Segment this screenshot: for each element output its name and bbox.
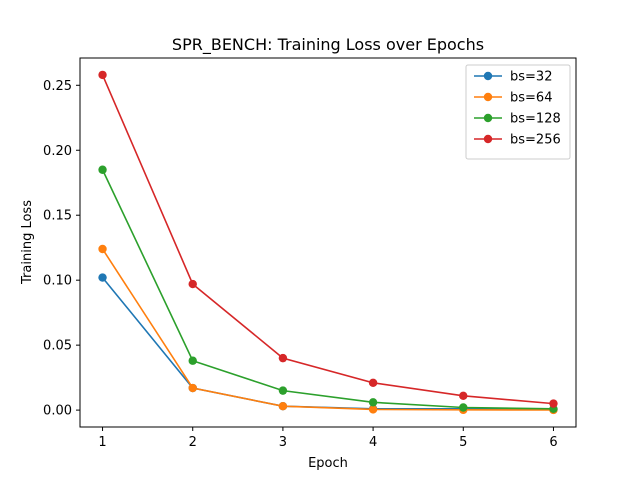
x-tick-label: 3 — [279, 435, 287, 450]
data-point-bs-128 — [278, 386, 288, 395]
data-point-bs-256 — [98, 70, 107, 80]
x-axis-label: Epoch — [308, 456, 348, 471]
axes-frame — [79, 57, 577, 428]
legend-entry-label: bs=32 — [510, 70, 552, 85]
legend-box — [465, 64, 571, 160]
data-point-bs-128 — [188, 356, 197, 365]
data-point-bs-64 — [278, 402, 288, 411]
y-tick-label: 0.20 — [43, 144, 72, 159]
x-tick-label: 1 — [98, 435, 106, 450]
data-point-bs-64 — [188, 383, 197, 393]
y-tick-label: 0.15 — [43, 209, 72, 224]
data-point-bs-128 — [368, 398, 378, 407]
x-tick-label: 4 — [369, 435, 377, 450]
series-line-bs-128 — [101, 169, 554, 410]
data-point-bs-128 — [459, 403, 468, 412]
data-point-bs-64 — [98, 244, 107, 254]
data-point-bs-128 — [98, 165, 107, 174]
legend-swatch-marker — [483, 113, 493, 123]
series-line-bs-256 — [101, 74, 554, 405]
y-tick-label: 0.05 — [43, 339, 72, 354]
data-point-bs-256 — [188, 279, 197, 289]
x-tick-label: 5 — [459, 435, 467, 450]
legend-swatch-marker — [483, 92, 493, 102]
series-line-bs-64 — [101, 248, 554, 411]
data-point-bs-256 — [368, 378, 378, 388]
y-axis-label: Training Loss — [20, 200, 35, 285]
legend-swatch-marker — [483, 71, 493, 81]
y-tick-label: 0.25 — [43, 79, 72, 94]
legend-swatch-marker — [483, 134, 493, 144]
data-point-bs-256 — [278, 353, 288, 363]
y-tick-label: 0.10 — [43, 274, 72, 289]
x-tick-label: 6 — [549, 435, 557, 450]
x-tick-label: 2 — [189, 435, 197, 450]
legend-entry-label: bs=128 — [510, 112, 561, 127]
legend: bs=32 bs=64 bs=128 bs=256 — [465, 64, 571, 160]
legend-entry-label: bs=256 — [510, 133, 561, 148]
data-point-bs-32 — [98, 273, 107, 282]
chart-title: SPR_BENCH: Training Loss over Epochs — [172, 35, 484, 55]
legend-entry-label: bs=64 — [510, 91, 552, 106]
data-point-bs-256 — [549, 399, 558, 408]
y-tick-label: 0.00 — [43, 404, 72, 419]
data-point-bs-64 — [368, 405, 378, 414]
data-point-bs-256 — [459, 391, 468, 401]
